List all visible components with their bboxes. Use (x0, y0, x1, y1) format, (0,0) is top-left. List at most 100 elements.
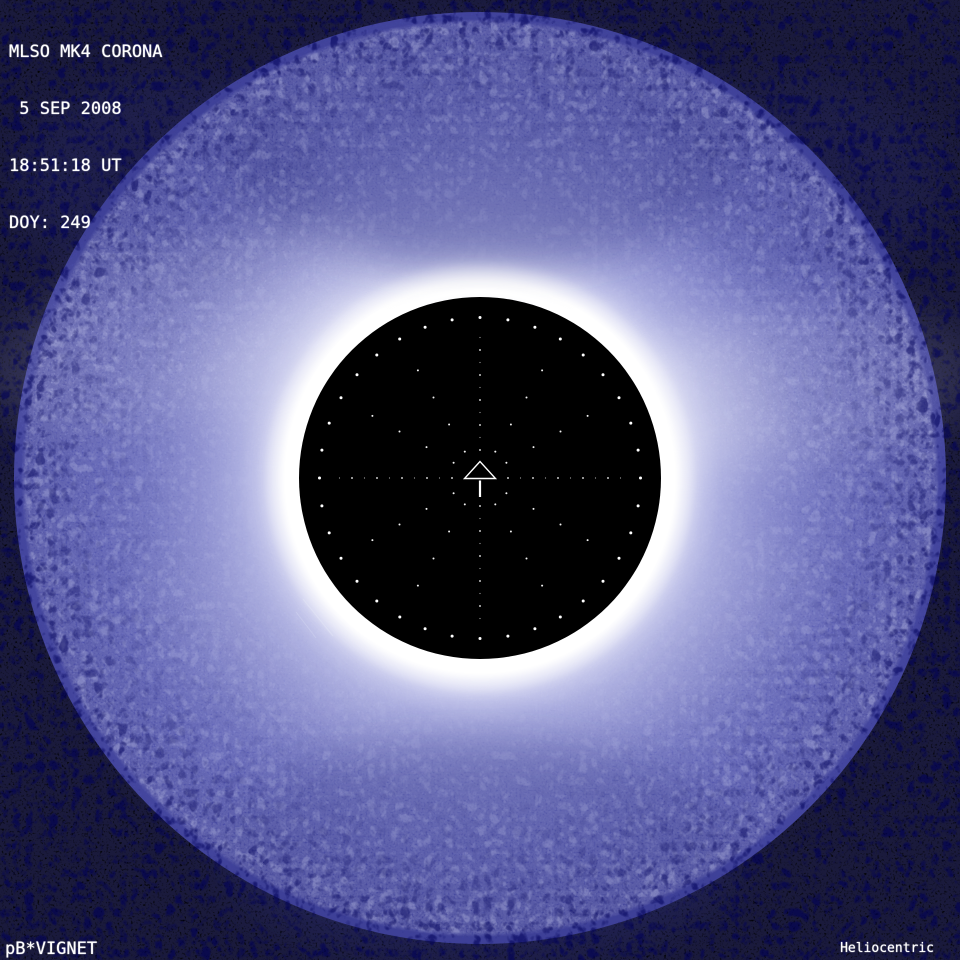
grid-dot-ring (478, 637, 482, 640)
grid-dot-axis (557, 477, 559, 479)
grid-dot-axis (479, 424, 481, 426)
grid-dot-spoke (448, 423, 451, 426)
grid-dot-ring (506, 318, 510, 322)
grid-dot-spoke (586, 414, 589, 417)
grid-dot-axis (388, 477, 391, 479)
north-arrow (462, 460, 498, 497)
grid-dot-axis (582, 477, 584, 479)
pointing-grid (318, 316, 642, 640)
grid-dot-ring (533, 627, 537, 631)
grid-dot-axis (532, 477, 534, 479)
grid-dot-axis (519, 477, 522, 479)
grid-dot-ring (398, 615, 402, 619)
grid-dot-axis (507, 477, 509, 479)
grid-dot-spoke (371, 414, 374, 417)
grid-dot-spoke (541, 584, 544, 587)
grid-dot-spoke (559, 523, 562, 526)
grid-dot-ring (375, 599, 379, 603)
grid-dot-axis (594, 477, 597, 479)
grid-dot-spoke (525, 557, 528, 560)
grid-dot-spoke (463, 450, 466, 453)
product-label: pB*VIGNET (5, 939, 98, 959)
grid-dot-spoke (494, 450, 497, 453)
grid-dot-ring (601, 373, 605, 377)
grid-dot-axis (479, 605, 481, 607)
grid-dot-axis (363, 477, 366, 479)
grid-dot-ring (617, 396, 621, 400)
grid-dot-ring (320, 504, 324, 508)
grid-dot-axis (544, 477, 547, 479)
grid-dot-axis (479, 349, 481, 351)
grid-dot-spoke (541, 369, 544, 372)
grid-dot-axis (619, 477, 622, 479)
grid-dot-spoke (432, 396, 435, 399)
scale-block: pB*VIGNET MIN: -150.00 MAX: 500.00 (5, 902, 128, 960)
grid-dot-ring (636, 448, 640, 452)
grid-dot-ring (629, 531, 633, 535)
grid-dot-spoke (398, 430, 401, 433)
grid-dot-ring (355, 373, 359, 377)
grid-dot-spoke (509, 423, 512, 426)
grid-dot-spoke (532, 507, 535, 510)
grid-dot-ring (423, 627, 427, 631)
grid-dot-axis (479, 336, 481, 339)
occulter-rim-glow-inner (289, 287, 671, 669)
grid-dot-axis (479, 592, 481, 595)
grid-dot-axis (479, 505, 481, 507)
instrument-label: MLSO MK4 CORONA (9, 42, 163, 62)
grid-dot-axis (479, 411, 481, 414)
grid-dot-axis (438, 477, 441, 479)
grid-dot-spoke (416, 584, 419, 587)
grid-dot-axis (479, 361, 481, 364)
grid-dot-spoke (432, 557, 435, 560)
date-label: 5 SEP 2008 (9, 99, 122, 119)
grid-dot-axis (401, 477, 403, 479)
grid-dot-ring (339, 396, 343, 400)
grid-dot-ring (639, 476, 642, 480)
time-label: 18:51:18 UT (9, 156, 122, 176)
grid-dot-axis (479, 399, 481, 401)
grid-dot-ring (558, 615, 562, 619)
grid-dot-axis (479, 580, 481, 582)
grid-dot-axis (607, 477, 609, 479)
artifact-scratch (302, 598, 334, 637)
grid-dot-axis (338, 477, 341, 479)
coordinate-system-label: Heliocentric (840, 941, 934, 956)
grid-dot-spoke (505, 492, 508, 495)
grid-dot-ring (506, 634, 510, 638)
title-block: MLSO MK4 CORONA 5 SEP 2008 18:51:18 UT D… (9, 5, 163, 271)
grid-dot-ring (601, 579, 605, 583)
grid-dot-axis (351, 477, 353, 479)
grid-dot-axis (569, 477, 572, 479)
artifact-scratch (295, 611, 317, 639)
grid-dot-ring (320, 448, 324, 452)
grid-dot-ring (450, 318, 454, 322)
grid-dot-ring (398, 337, 402, 341)
grid-dot-ring (339, 556, 343, 560)
grid-dot-spoke (416, 369, 419, 372)
grid-dot-ring (636, 504, 640, 508)
grid-dot-spoke (559, 430, 562, 433)
grid-dot-ring (327, 531, 331, 535)
grid-dot-axis (479, 617, 481, 620)
grid-dot-spoke (494, 503, 497, 506)
grid-dot-ring (629, 421, 633, 425)
grid-dot-axis (479, 555, 481, 557)
grid-dot-axis (426, 477, 428, 479)
grid-dot-ring (450, 634, 454, 638)
grid-dot-axis (479, 386, 481, 389)
grid-dot-spoke (509, 530, 512, 533)
grid-dot-spoke (425, 446, 428, 449)
grid-dot-spoke (532, 446, 535, 449)
grid-dot-axis (451, 477, 453, 479)
grid-dot-spoke (448, 530, 451, 533)
grid-dot-axis (479, 517, 481, 520)
grid-dot-axis (376, 477, 378, 479)
grid-dot-spoke (398, 523, 401, 526)
grid-dot-spoke (586, 539, 589, 542)
grid-dot-ring (375, 353, 379, 357)
doy-label: DOY: 249 (9, 213, 91, 233)
grid-dot-axis (479, 374, 481, 376)
grid-dot-axis (479, 542, 481, 545)
